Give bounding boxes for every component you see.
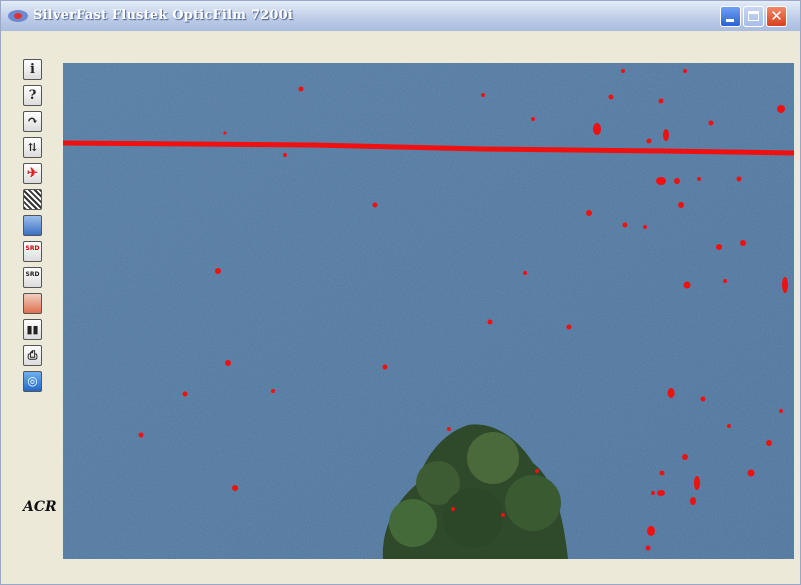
histogram-button[interactable] (23, 293, 42, 314)
flip-button[interactable]: ⇅ (23, 137, 42, 158)
info-button[interactable]: i (23, 59, 42, 80)
airplane-button[interactable]: ✈ (23, 163, 42, 184)
app-window: SilverFast Flustek OpticFilm 7200i ✕ i ?… (0, 0, 801, 585)
settings-button[interactable]: ▮▮ (23, 319, 42, 340)
minimize-button[interactable] (720, 6, 741, 27)
window-title: SilverFast Flustek OpticFilm 7200i (33, 8, 293, 23)
rotate-button[interactable]: ↷ (23, 111, 42, 132)
scan-button[interactable]: ◎ (23, 371, 42, 392)
close-button[interactable]: ✕ (766, 6, 787, 27)
acr-label: ACR (23, 499, 57, 515)
help-button[interactable]: ? (23, 85, 42, 106)
srd-start-button[interactable]: SRD (23, 267, 42, 288)
preview-image (63, 63, 794, 559)
srd-button[interactable]: SRD (23, 241, 42, 262)
curves-button[interactable] (23, 215, 42, 236)
maximize-button[interactable] (743, 6, 764, 27)
print-button[interactable]: ⎙ (23, 345, 42, 366)
title-bar: SilverFast Flustek OpticFilm 7200i ✕ (1, 1, 800, 31)
grain-button[interactable] (23, 189, 42, 210)
app-icon (7, 8, 29, 24)
